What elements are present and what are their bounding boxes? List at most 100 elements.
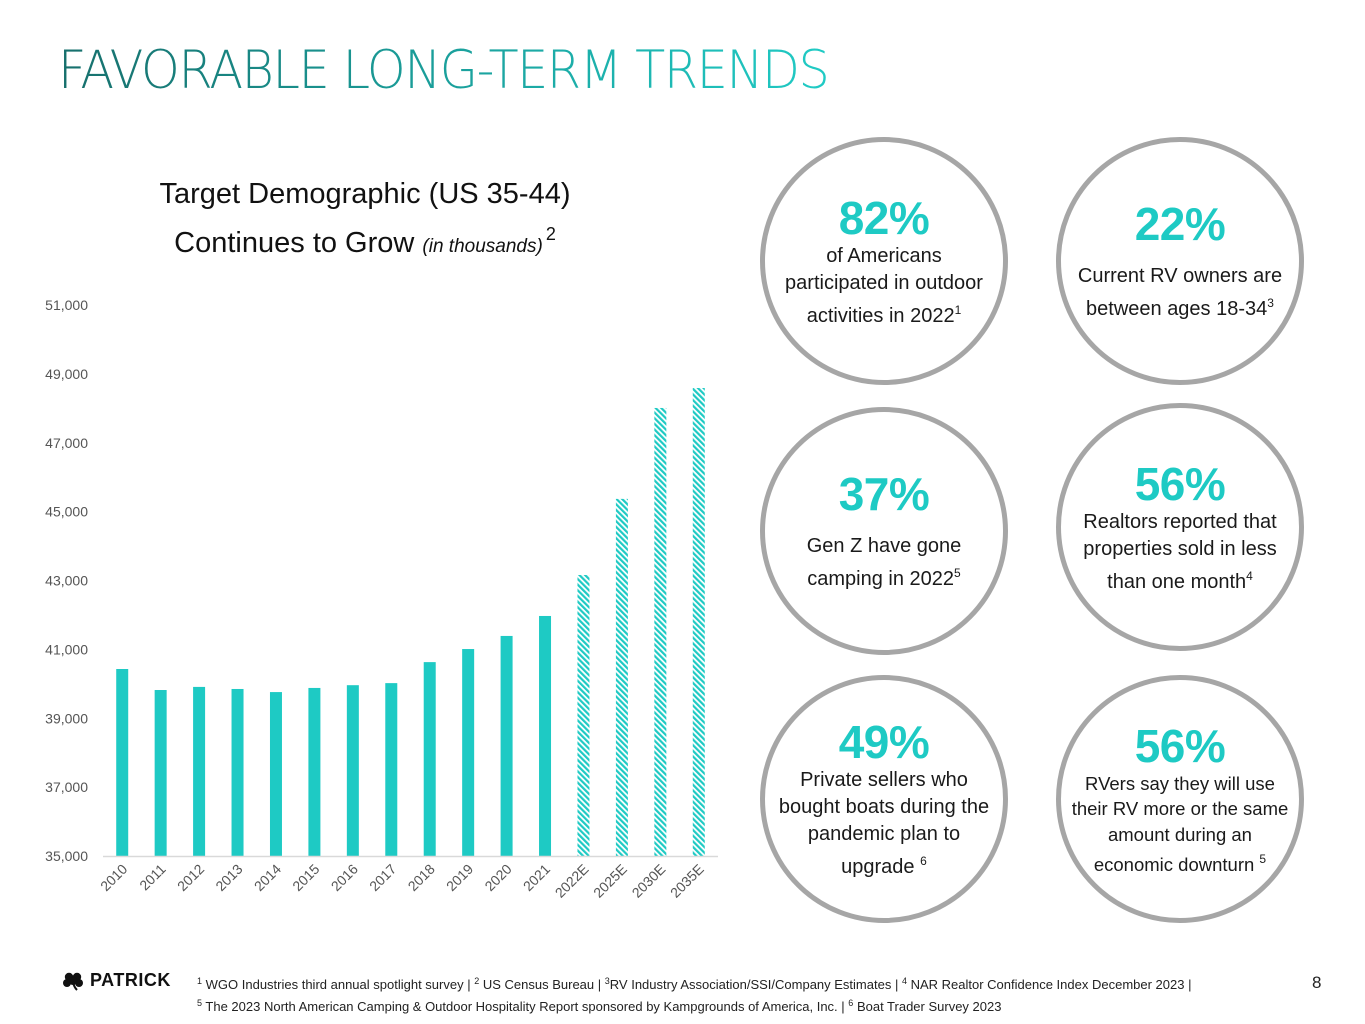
x-tick-label: 2030E [629, 861, 669, 901]
bar-estimated [692, 387, 705, 856]
footnote-text: NAR Realtor Confidence Index December 20… [910, 977, 1192, 992]
stat-line: pandemic plan to [807, 823, 961, 845]
footnote-text: US Census Bureau | [482, 977, 602, 992]
stat-line: economic downturn [1093, 854, 1255, 875]
stat-description: Private sellers who bought boats during … [773, 767, 995, 881]
stat-line: RVers say they will use [1085, 772, 1275, 794]
x-tick-label: 2015 [289, 861, 322, 894]
x-tick-label: 2021 [520, 861, 553, 894]
chart-title: Target Demographic (US 35-44) Continues … [100, 174, 630, 267]
y-tick-label: 49,000 [45, 366, 88, 382]
bar [269, 692, 282, 856]
logo-text: PATRICK [90, 970, 171, 990]
stat-circle-rv-owners-age: 22% Current RV owners are between ages 1… [1056, 137, 1304, 385]
bar-estimated [654, 407, 667, 856]
footnotes-line1: 1 WGO Industries third annual spotlight … [197, 972, 1277, 994]
stat-circle-gen-z-camping: 37% Gen Z have gone camping in 20225 [760, 407, 1008, 655]
stat-circle-rvers-downturn: 56% RVers say they will use their RV mor… [1056, 675, 1304, 923]
y-axis: 35,000 37,000 39,000 41,000 43,000 45,000 47,0… [45, 297, 88, 864]
x-tick-label: 2022E [552, 861, 592, 901]
stat-line: Current RV owners are [1077, 265, 1283, 287]
page-number: 8 [1312, 973, 1322, 992]
x-tick-label: 2025E [590, 861, 630, 901]
x-tick-label: 2019 [443, 861, 476, 894]
bar-chart: 35,000 37,000 39,000 41,000 43,000 45,000 47,0… [45, 297, 718, 901]
bar [539, 615, 552, 856]
stat-line: amount during an [1107, 823, 1252, 845]
stat-line: Realtors reported that [1083, 510, 1277, 533]
stat-line: bought boats during the [778, 796, 990, 818]
bar-estimated [577, 574, 590, 856]
stat-line: properties sold in less [1083, 537, 1277, 560]
x-tick-label: 2013 [212, 861, 245, 894]
x-tick-label: 2018 [404, 861, 437, 894]
bar [500, 635, 513, 856]
stat-line: participated in outdoor [785, 271, 983, 294]
chart-title-units: (in thousands) [422, 236, 543, 257]
bar [385, 683, 398, 856]
y-tick-label: 43,000 [45, 573, 88, 589]
bar [193, 686, 206, 856]
stat-line: of Americans [826, 244, 942, 267]
stat-description: of Americans participated in outdoor act… [779, 243, 989, 330]
stat-description: Current RV owners are between ages 18-34… [1072, 263, 1288, 323]
stat-value: 82% [838, 191, 930, 244]
bar-estimated [615, 498, 628, 856]
stat-line: Private sellers who [800, 769, 968, 791]
stat-line: their RV more or the same [1071, 798, 1289, 819]
y-tick-label: 35,000 [45, 848, 88, 864]
x-tick-label: 2014 [251, 861, 284, 894]
footnote-ref: 1 [954, 302, 962, 317]
chart-title-footnote-ref: 2 [545, 224, 556, 244]
stat-circle-boat-sellers: 49% Private sellers who bought boats dur… [760, 675, 1008, 923]
bar [462, 649, 475, 856]
footnote-ref: 5 [197, 998, 203, 1008]
stat-value: 56% [1134, 457, 1226, 510]
footnote-text: WGO Industries third annual spotlight su… [205, 977, 471, 992]
stat-value: 49% [838, 716, 930, 768]
stat-value: 22% [1134, 198, 1226, 250]
bar [116, 669, 129, 856]
stat-description: Gen Z have gone camping in 20225 [801, 533, 968, 593]
footnote-text: RV Industry Association/SSI/Company Esti… [609, 977, 899, 992]
bar [308, 687, 321, 856]
bar [154, 690, 167, 856]
footnote-ref: 4 [1246, 568, 1253, 583]
x-tick-label: 2035E [667, 861, 707, 901]
stat-value: 37% [838, 468, 930, 520]
stat-line: activities in 2022 [806, 304, 955, 327]
x-tick-label: 2012 [174, 861, 207, 894]
footnote-ref: 6 [848, 998, 854, 1008]
y-tick-label: 39,000 [45, 710, 88, 726]
chart-title-line1: Target Demographic (US 35-44) [159, 178, 571, 210]
bar [231, 688, 244, 856]
footnote-ref: 3 [1267, 296, 1274, 310]
footnote-ref: 6 [920, 854, 927, 868]
footnote-ref: 5 [954, 566, 961, 580]
page-title: FAVORABLE LONG-TERM TRENDS [58, 40, 830, 101]
footnote-ref: 2 [474, 976, 480, 986]
bars [116, 387, 705, 856]
footnotes: 1 WGO Industries third annual spotlight … [197, 972, 1277, 1016]
chart-title-main: Continues to Grow [174, 227, 415, 259]
shamrock-icon [63, 972, 83, 991]
stat-line: upgrade [841, 856, 915, 878]
bar [346, 685, 359, 856]
footnotes-line2: 5 The 2023 North American Camping & Outd… [197, 994, 1277, 1016]
stat-line: between ages 18-34 [1086, 298, 1268, 320]
stat-line: Gen Z have gone [806, 535, 962, 557]
y-tick-label: 37,000 [45, 779, 88, 795]
stat-value: 56% [1134, 719, 1226, 772]
stat-line: camping in 2022 [807, 568, 955, 590]
stat-circle-realtors: 56% Realtors reported that properties so… [1056, 403, 1304, 651]
footnote-ref: 3 [604, 976, 610, 986]
footnote-ref: 5 [1259, 852, 1267, 866]
footnote-text: The 2023 North American Camping & Outdoo… [205, 999, 845, 1014]
x-tick-label: 2016 [328, 861, 361, 894]
footnote-ref: 1 [197, 976, 203, 986]
x-tick-label: 2011 [136, 861, 169, 894]
stat-line: than one month [1107, 570, 1247, 593]
x-axis: 2010 2011 2012 2013 2014 2015 2016 2017 2018 2019… [97, 861, 707, 901]
company-logo: PATRICK [62, 970, 171, 991]
x-tick-label: 2010 [97, 861, 130, 894]
